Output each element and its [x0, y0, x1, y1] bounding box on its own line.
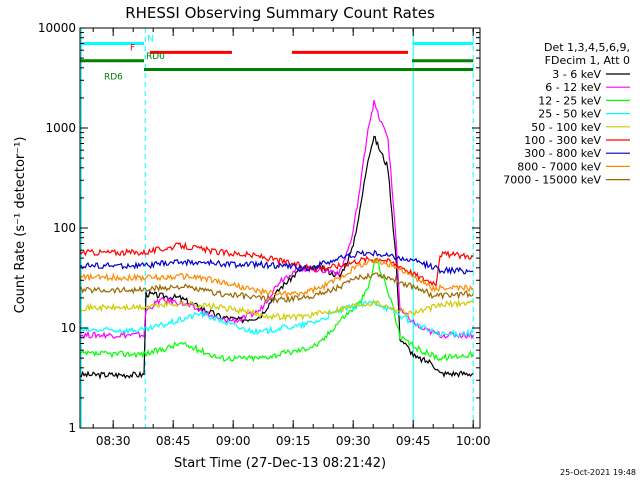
y-axis-label: Count Rate (s⁻¹ detector⁻¹) — [13, 137, 28, 314]
legend-label-5: 100 - 300 keV — [524, 134, 601, 147]
legend-label-2: 12 - 25 keV — [538, 94, 601, 107]
state-bar-label-rd6: RD6 — [104, 72, 123, 82]
series-line-6 — [79, 249, 474, 276]
legend-label-8: 7000 - 15000 keV — [503, 174, 601, 187]
series-line-8 — [79, 272, 474, 304]
x-axis-label: Start Time (27-Dec-13 08:21:42) — [174, 456, 386, 471]
x-tick-label-3: 09:15 — [276, 434, 311, 448]
series-line-7 — [79, 257, 474, 299]
x-tick-label-0: 08:30 — [96, 434, 131, 448]
legend-header-1: Det 1,3,4,5,6,9, — [544, 41, 630, 54]
series-line-1 — [79, 99, 474, 340]
timestamp: 25-Oct-2021 19:48 — [560, 468, 636, 477]
chart-title: RHESSI Observing Summary Count Rates — [125, 4, 435, 22]
x-tick-label-6: 10:00 — [456, 434, 491, 448]
x-tick-label-1: 08:45 — [156, 434, 191, 448]
plot-frame — [79, 27, 481, 429]
series-line-4 — [79, 298, 474, 322]
x-tick-label-5: 09:45 — [396, 434, 431, 448]
series-line-0 — [79, 135, 474, 381]
legend-label-6: 300 - 800 keV — [524, 147, 601, 160]
legend-label-3: 25 - 50 keV — [538, 108, 601, 121]
legend-header-2: FDecim 1, Att 0 — [545, 54, 630, 67]
series-line-5 — [79, 241, 474, 288]
legend-label-0: 3 - 6 keV — [552, 68, 601, 81]
series-line-3 — [79, 300, 474, 339]
state-bar-label-rd0: RD0 — [146, 52, 165, 62]
y-tick-label-3: 1000 — [45, 121, 76, 135]
plot-area: N F RD0 RD6 — [79, 28, 474, 428]
y-tick-label-1: 10 — [61, 321, 76, 335]
x-tick-label-2: 09:00 — [216, 434, 251, 448]
y-tick-label-0: 1 — [68, 421, 76, 435]
series-line-2 — [79, 258, 474, 363]
legend-label-4: 50 - 100 keV — [531, 121, 601, 134]
legend-label-7: 800 - 7000 keV — [517, 160, 601, 173]
legend-label-1: 6 - 12 keV — [545, 81, 601, 94]
y-tick-label-2: 100 — [53, 221, 76, 235]
state-bar-label-f: F — [130, 43, 135, 53]
state-bar-label-n: N — [147, 34, 154, 44]
y-tick-label-4: 10000 — [38, 21, 76, 35]
x-tick-label-4: 09:30 — [336, 434, 371, 448]
